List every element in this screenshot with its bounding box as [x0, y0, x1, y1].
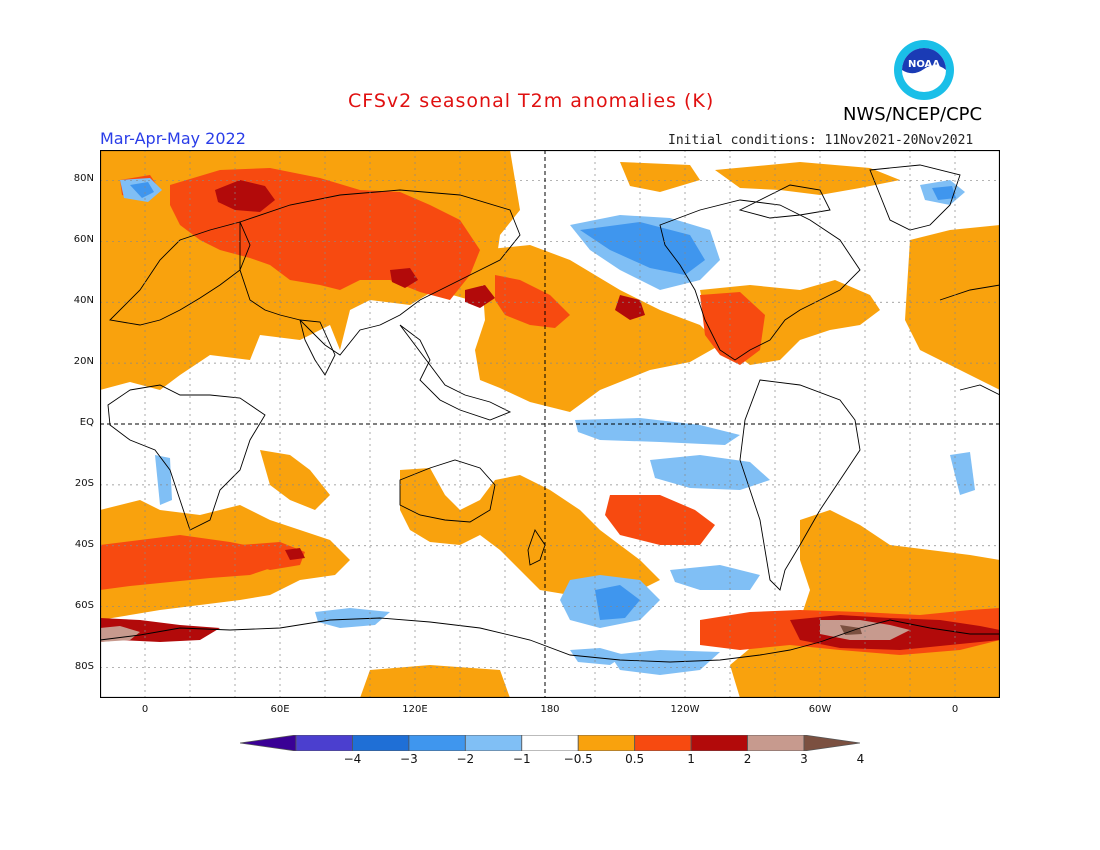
colorbar-tick-label: −0.5: [563, 752, 593, 766]
lat-label: 60S: [74, 599, 94, 611]
agency-label: NWS/NCEP/CPC: [843, 104, 983, 125]
colorbar-tick-label: 1: [687, 752, 695, 766]
lon-label: 0: [141, 704, 149, 715]
colorbar-tick-label: 0.5: [625, 752, 645, 766]
season-period: Mar-Apr-May 2022: [100, 129, 246, 148]
colorbar-box: [747, 734, 805, 752]
chart-title: CFSv2 seasonal T2m anomalies (K): [348, 90, 715, 112]
map-frame: [100, 150, 1000, 698]
lat-label: 60N: [73, 234, 94, 246]
initial-conditions: Initial conditions: 11Nov2021-20Nov2021: [668, 133, 974, 148]
lon-label: 120W: [670, 704, 700, 715]
lat-label: EQ: [79, 417, 94, 428]
colorbar-box: [521, 734, 579, 752]
lat-label: 20S: [74, 477, 94, 489]
lat-label: 80S: [74, 660, 94, 672]
anomaly-map: [100, 150, 1000, 698]
lon-label: 120E: [402, 704, 428, 715]
colorbar-box: [690, 734, 748, 752]
colorbar-tick-label: −2: [456, 752, 475, 766]
colorbar-box: [464, 734, 523, 752]
colorbar-box: [577, 734, 636, 752]
colorbar-tick-label: −4: [343, 752, 362, 766]
colorbar: [239, 734, 861, 752]
lon-label: 180: [540, 704, 560, 715]
colorbar-box: [295, 734, 353, 752]
lat-label: 80N: [73, 173, 94, 185]
lat-label: 40S: [74, 538, 94, 550]
lat-label: 20N: [73, 356, 94, 368]
svg-text:NOAA: NOAA: [908, 59, 940, 70]
noaa-logo: NOAA: [893, 39, 955, 101]
anomaly-neg-1-2-regions: [130, 182, 956, 620]
colorbar-box: [634, 734, 692, 752]
lon-label: 60W: [808, 704, 832, 715]
colorbar-tick-label: 4: [856, 752, 865, 766]
colorbar-tick-label: 3: [800, 752, 808, 766]
lat-label: 40N: [73, 295, 94, 307]
colorbar-tick-label: −1: [512, 752, 531, 766]
grid-lines: [100, 150, 1000, 698]
colorbar-high-arrow: [803, 734, 861, 752]
colorbar-box: [352, 734, 410, 752]
coastlines: [100, 164, 1000, 663]
lon-label: 60E: [270, 704, 290, 715]
colorbar-tick-label: 2: [743, 752, 752, 766]
lon-label: 0: [951, 704, 959, 715]
colorbar-tick-label: −3: [400, 752, 418, 766]
colorbar-box: [408, 734, 466, 752]
colorbar-low-arrow: [239, 734, 297, 752]
